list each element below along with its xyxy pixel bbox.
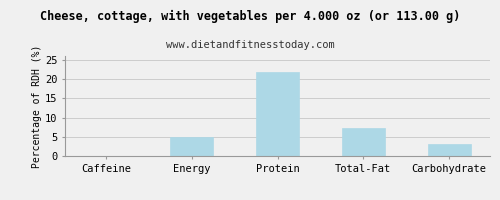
Text: www.dietandfitnesstoday.com: www.dietandfitnesstoday.com [166, 40, 334, 50]
Bar [428, 144, 470, 156]
Bar [170, 137, 213, 156]
Bar [342, 128, 385, 156]
Bar [256, 72, 299, 156]
Y-axis label: Percentage of RDH (%): Percentage of RDH (%) [32, 44, 42, 168]
Text: Cheese, cottage, with vegetables per 4.000 oz (or 113.00 g): Cheese, cottage, with vegetables per 4.0… [40, 10, 460, 23]
